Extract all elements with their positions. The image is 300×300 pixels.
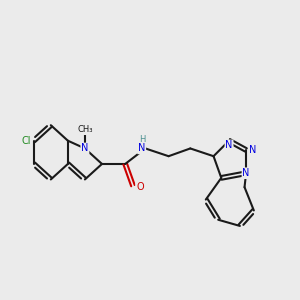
Text: CH₃: CH₃ [77, 125, 93, 134]
Text: Cl: Cl [22, 136, 31, 146]
Text: N: N [81, 143, 88, 154]
Text: N: N [249, 145, 256, 155]
Text: H: H [139, 135, 146, 144]
Text: O: O [136, 182, 144, 192]
Text: N: N [225, 140, 233, 150]
Text: N: N [242, 168, 250, 178]
Text: N: N [138, 143, 146, 154]
